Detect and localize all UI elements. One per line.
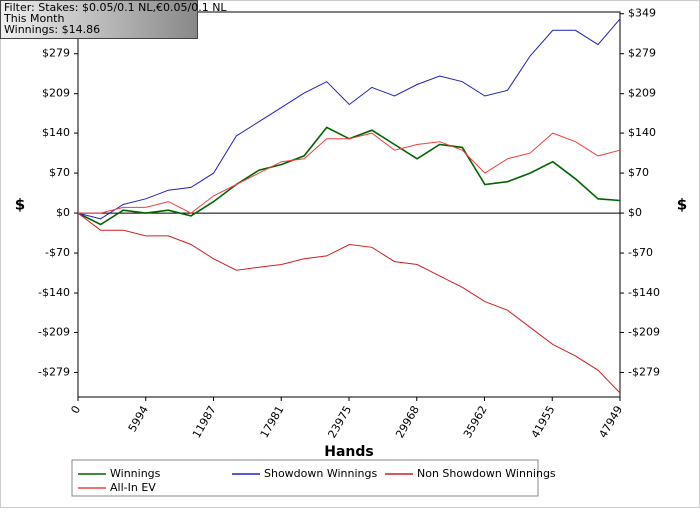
x-axis-label: Hands: [324, 444, 374, 460]
legend-label: All-In EV: [110, 481, 156, 494]
plot-area: [77, 11, 621, 398]
y2-tick-label: $140: [628, 126, 656, 139]
series: [77, 18, 621, 394]
y-tick-label: -$140: [38, 286, 70, 299]
y2-tick-label: -$140: [628, 286, 660, 299]
y2-tick-label: $0: [628, 206, 642, 219]
y-tick-label: -$209: [38, 325, 70, 338]
y2-tick-label: -$279: [628, 365, 660, 378]
series-line: [78, 132, 621, 214]
y-tick-label: $140: [42, 126, 70, 139]
y-tick-label: $70: [49, 166, 70, 179]
y-tick-label: $209: [42, 87, 70, 100]
legend-entries: Winnings Showdown Winnings Non Showdown Wi…: [78, 467, 556, 494]
y2-tick-label: -$209: [628, 325, 660, 338]
y2-tick-label: $279: [628, 47, 656, 60]
y2-tick-label: $70: [628, 166, 649, 179]
legend: [71, 459, 539, 497]
filter-text: This Month: [3, 12, 64, 25]
series-line: [77, 212, 621, 394]
y-tick-label: -$279: [38, 365, 70, 378]
y2-tick-label: -$70: [628, 246, 653, 259]
y-tick-label: -$70: [45, 246, 70, 259]
filter-text: Filter: Stakes: $0.05/0.1 NL,€0.05/0.1 N…: [4, 1, 227, 14]
filter-box: [0, 0, 198, 39]
filter-text: Winnings: $14.86: [4, 23, 100, 36]
legend-label: Winnings: [110, 467, 161, 480]
y-axis-label: $: [15, 196, 25, 214]
y2-tick-label: $349: [628, 7, 656, 20]
series-line: [77, 18, 621, 220]
y2-axis-label: $: [677, 196, 687, 214]
y-tick-label: $0: [56, 206, 70, 219]
legend-label: Showdown Winnings: [264, 467, 378, 480]
legend-label: Non Showdown Winnings: [417, 467, 556, 480]
y-tick-label: $279: [42, 47, 70, 60]
y2-tick-label: $209: [628, 87, 656, 100]
